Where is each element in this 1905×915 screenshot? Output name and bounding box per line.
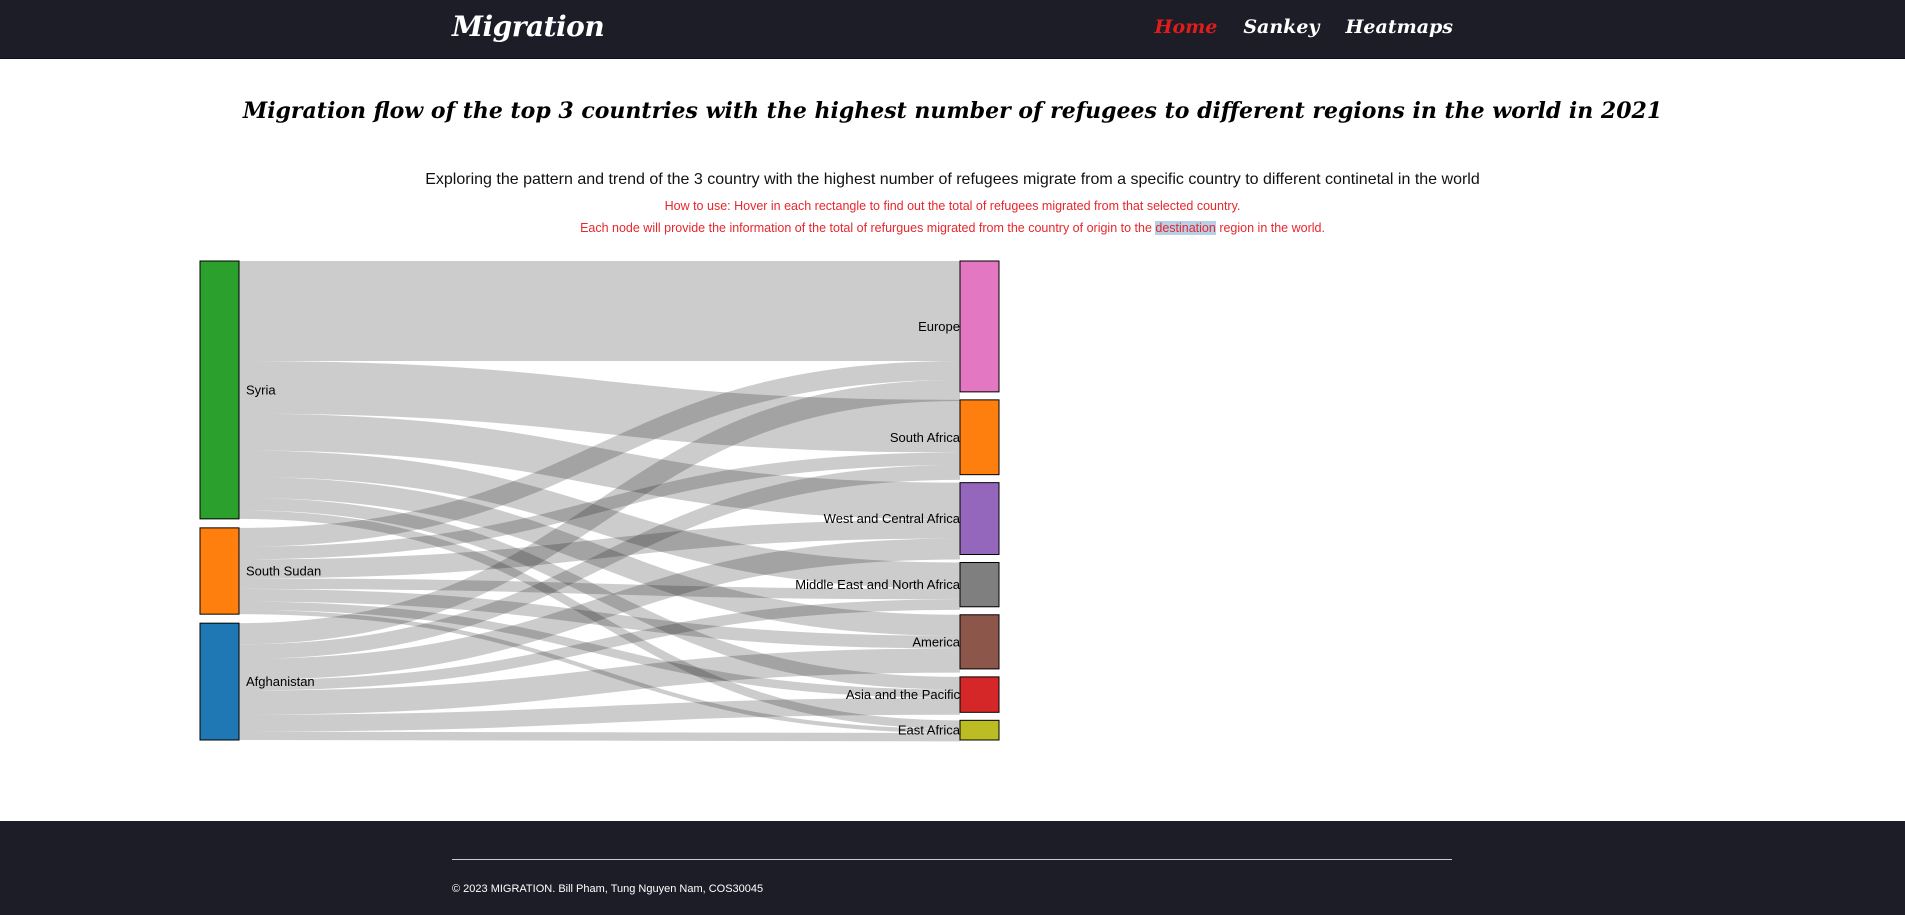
brand-logo-link[interactable]: Migration bbox=[452, 10, 605, 43]
link-afghanistan-to-asia-and-the-pacific[interactable] bbox=[238, 697, 961, 732]
sankey-links bbox=[238, 261, 961, 742]
node-info-text: Each node will provide the information o… bbox=[0, 221, 1905, 235]
link-south-sudan-to-east-africa[interactable] bbox=[238, 609, 961, 733]
node-label-south-africa: South Africa bbox=[890, 430, 961, 445]
link-syria-to-america[interactable] bbox=[238, 476, 961, 636]
link-syria-to-south-africa[interactable] bbox=[238, 360, 961, 453]
link-afghanistan-to-west-and-central-africa[interactable] bbox=[238, 538, 961, 681]
node-east-africa[interactable] bbox=[959, 719, 1000, 741]
sankey-labels: Syria South Sudan Afghanistan Europe South A… bbox=[246, 319, 961, 738]
link-south-sudan-to-europe[interactable] bbox=[238, 360, 961, 547]
link-afghanistan-to-europe[interactable] bbox=[238, 379, 961, 645]
node-middle-east-and-north-africa[interactable] bbox=[959, 561, 1000, 608]
sankey-nodes bbox=[199, 260, 1000, 741]
page-subtitle: Exploring the pattern and trend of the 3… bbox=[425, 171, 1480, 188]
link-afghanistan-to-america[interactable] bbox=[238, 648, 961, 715]
link-afghanistan-to-south-africa[interactable] bbox=[238, 465, 961, 659]
link-south-sudan-to-south-africa[interactable] bbox=[238, 452, 961, 560]
node-west-and-central-africa[interactable] bbox=[959, 482, 1000, 555]
node-label-south-sudan: South Sudan bbox=[246, 564, 321, 579]
node-south-africa[interactable] bbox=[959, 399, 1000, 476]
node-label-europe: Europe bbox=[918, 319, 960, 334]
footer-copyright: © 2023 MIGRATION. Bill Pham, Tung Nguyen… bbox=[452, 883, 764, 895]
link-south-sudan-to-america[interactable] bbox=[238, 588, 961, 649]
nav-links: Home Sankey Heatmaps bbox=[1155, 16, 1454, 38]
link-syria-to-middle-east-and-north-africa[interactable] bbox=[238, 450, 961, 589]
node-label-america: America bbox=[912, 634, 960, 649]
how-to-use-text: How to use: Hover in each rectangle to f… bbox=[664, 199, 1241, 213]
link-syria-to-asia-and-the-pacific[interactable] bbox=[238, 497, 961, 690]
node-label-afghanistan: Afghanistan bbox=[246, 674, 315, 689]
nav-link-home[interactable]: Home bbox=[1154, 16, 1218, 38]
node-asia-and-the-pacific[interactable] bbox=[959, 676, 1000, 713]
nav-link-heatmaps[interactable]: Heatmaps bbox=[1345, 16, 1453, 38]
node-europe[interactable] bbox=[959, 260, 1000, 393]
node-label-syria: Syria bbox=[246, 382, 276, 397]
node-afghanistan[interactable] bbox=[199, 622, 240, 741]
link-afghanistan-to-middle-east-and-north-africa[interactable] bbox=[238, 599, 961, 691]
node-label-west-and-central-africa: West and Central Africa bbox=[824, 511, 961, 526]
link-syria-to-east-africa[interactable] bbox=[238, 510, 961, 729]
link-south-sudan-to-asia-and-the-pacific[interactable] bbox=[238, 601, 961, 698]
nav-link-sankey[interactable]: Sankey bbox=[1243, 16, 1320, 38]
link-syria-to-west-and-central-africa[interactable] bbox=[238, 413, 961, 520]
link-afghanistan-to-east-africa[interactable] bbox=[238, 731, 961, 742]
node-syria[interactable] bbox=[199, 260, 240, 520]
footer: © 2023 MIGRATION. Bill Pham, Tung Nguyen… bbox=[0, 821, 1905, 915]
link-south-sudan-to-west-and-central-africa[interactable] bbox=[238, 519, 961, 579]
node-info-text-end: region in the world. bbox=[1215, 221, 1325, 235]
footer-divider bbox=[452, 859, 1452, 860]
link-south-sudan-to-middle-east-and-north-africa[interactable] bbox=[238, 578, 961, 600]
page-title: Migration flow of the top 3 countries wi… bbox=[242, 98, 1663, 124]
node-label-middle-east-and-north-africa: Middle East and North Africa bbox=[795, 577, 961, 592]
node-label-east-africa: East Africa bbox=[898, 723, 961, 738]
node-label-asia-and-the-pacific: Asia and the Pacific bbox=[846, 687, 961, 702]
node-america[interactable] bbox=[959, 614, 1000, 670]
sankey-chart: Syria South Sudan Afghanistan Europe South A… bbox=[199, 260, 1000, 742]
node-south-sudan[interactable] bbox=[199, 527, 240, 615]
node-info-text-start: Each node will provide the information o… bbox=[580, 221, 1156, 235]
selected-text-highlight: destination bbox=[1155, 221, 1216, 235]
top-navbar: Migration Home Sankey Heatmaps bbox=[0, 0, 1905, 59]
